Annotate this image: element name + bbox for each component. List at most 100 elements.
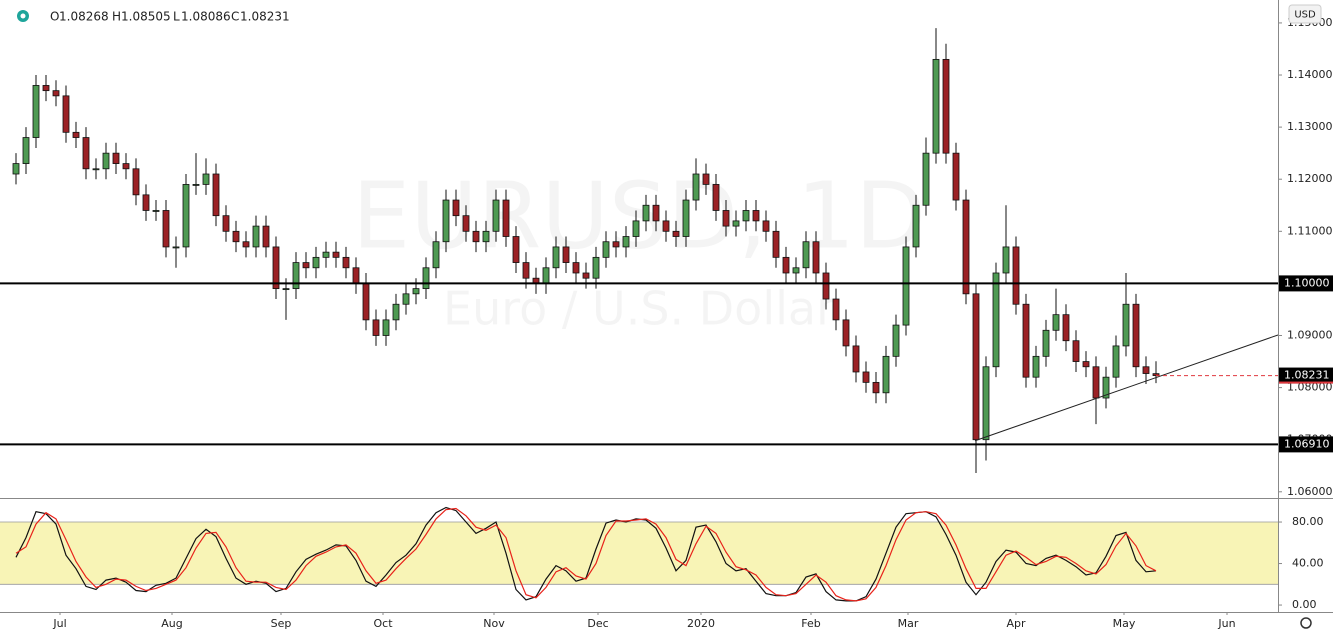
settings-icon[interactable]	[1300, 617, 1312, 629]
time-tick-label: Dec	[587, 617, 608, 630]
price-tick-label: 1.06000	[1287, 485, 1333, 498]
time-tick-label: Oct	[373, 617, 393, 630]
currency-badge[interactable]	[1288, 4, 1322, 24]
time-tick-label: Jun	[1217, 617, 1235, 630]
close-value: 1.08231	[240, 10, 290, 24]
candle-body	[182, 184, 190, 248]
candle-body	[1092, 366, 1100, 399]
candle-body	[752, 210, 760, 222]
candle-body	[932, 58, 940, 154]
candle-body	[312, 256, 320, 269]
candle-body	[202, 173, 210, 185]
candle-body	[972, 293, 980, 441]
candle-body	[572, 262, 580, 274]
candle-body	[1062, 314, 1070, 342]
candle-body	[412, 288, 420, 295]
high-value: 1.08505	[121, 10, 171, 24]
candle-body	[42, 85, 50, 92]
level-label-box	[1279, 275, 1333, 292]
level-label: 1.10000	[1284, 276, 1330, 289]
price-tick-label: 1.09000	[1287, 329, 1333, 342]
candle-body	[942, 58, 950, 154]
time-tick-label: Nov	[483, 617, 505, 630]
candle-body	[712, 184, 720, 211]
candle-body	[472, 230, 480, 243]
trend-line	[974, 334, 1279, 442]
candle-body	[912, 204, 920, 248]
candle-body	[162, 210, 170, 248]
candle-body	[22, 137, 30, 164]
low-label: L	[173, 10, 180, 24]
candle-body	[422, 267, 430, 290]
candle-body	[172, 246, 180, 249]
candle-body	[1082, 361, 1090, 368]
candle-body	[1052, 314, 1060, 331]
candle-body	[332, 251, 340, 258]
candle-body	[842, 319, 850, 347]
candle-body	[32, 85, 40, 138]
price-tick-label: 1.13000	[1287, 120, 1333, 133]
time-tick-label: May	[1113, 617, 1136, 630]
candle-body	[902, 246, 910, 326]
candle-body	[582, 272, 590, 279]
open-label: O	[50, 10, 59, 24]
candle-body	[962, 199, 970, 295]
high-label: H	[112, 10, 121, 24]
candle-body	[452, 199, 460, 217]
last-price-box	[1279, 367, 1333, 384]
candle-body	[82, 137, 90, 170]
candle-body	[232, 230, 240, 243]
candle-body	[882, 355, 890, 394]
candle-body	[282, 288, 290, 291]
level-label: 1.06910	[1284, 437, 1330, 450]
candle-body	[742, 210, 750, 222]
price-tick-label: 1.08000	[1287, 381, 1333, 394]
candle-body	[642, 204, 650, 222]
candle-body	[692, 173, 700, 201]
candle-body	[872, 381, 880, 394]
candle-body	[602, 241, 610, 258]
candle-body	[1132, 303, 1140, 368]
candle-body	[142, 194, 150, 211]
candle-body	[652, 204, 660, 222]
price-tick-label: 1.14000	[1287, 68, 1333, 81]
candle-body	[772, 230, 780, 258]
candle-body	[802, 241, 810, 269]
oscillator-tick-label: 40.00	[1292, 557, 1324, 570]
candle-body	[852, 345, 860, 373]
candle-body	[222, 215, 230, 232]
candle-body	[632, 220, 640, 237]
candle-body	[212, 173, 220, 217]
candle-body	[402, 293, 410, 305]
candle-body	[732, 220, 740, 227]
candle-body	[372, 319, 380, 336]
candle-body	[1072, 340, 1080, 362]
candle-body	[272, 246, 280, 290]
candle-body	[682, 199, 690, 237]
candle-body	[352, 267, 360, 284]
oscillator-line	[15, 507, 1157, 602]
candle-body	[832, 298, 840, 321]
low-value: 1.08086	[181, 10, 231, 24]
candle-body	[522, 262, 530, 279]
candle-body	[12, 163, 20, 175]
candle-body	[92, 168, 100, 171]
candle-body	[262, 225, 270, 248]
candle-body	[322, 251, 330, 258]
time-tick-label: Mar	[898, 617, 919, 630]
time-tick-label: Sep	[271, 617, 292, 630]
candle-body	[242, 241, 250, 248]
candle-body	[72, 131, 80, 138]
candle-body	[342, 256, 350, 269]
time-tick-label: Jul	[52, 617, 66, 630]
oscillator-tick-label: 0.00	[1292, 598, 1317, 611]
candle-body	[52, 90, 60, 97]
candle-body	[292, 262, 300, 290]
currency-label[interactable]: USD	[1294, 10, 1316, 21]
status-icon-dot	[20, 13, 26, 19]
candle-body	[672, 230, 680, 237]
candle-body	[512, 236, 520, 263]
candle-body	[862, 371, 870, 383]
open-value: 1.08268	[59, 10, 109, 24]
candle-body	[492, 199, 500, 232]
